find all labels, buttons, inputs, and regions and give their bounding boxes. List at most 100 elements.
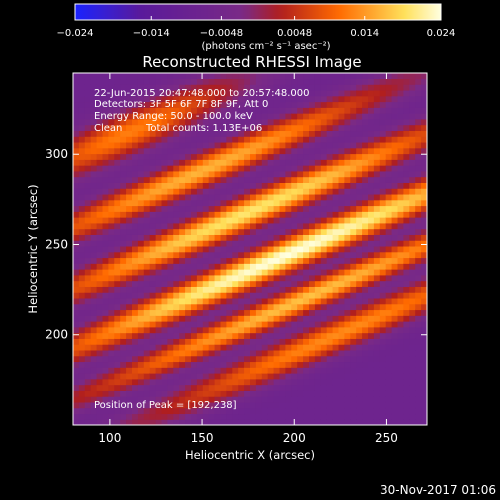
heatmap-cell (368, 222, 375, 230)
heatmap-cell (179, 286, 186, 293)
y-tick-label: 200 (45, 328, 68, 342)
heatmap-cell (397, 211, 404, 218)
heatmap-cell (167, 159, 174, 166)
heatmap-cell (391, 153, 399, 160)
heatmap-cell (385, 361, 393, 368)
heatmap-cell (385, 367, 393, 374)
heatmap-cell (326, 199, 334, 207)
heatmap-cell (120, 130, 127, 137)
heatmap-cell (297, 205, 304, 212)
heatmap-cell (202, 159, 210, 166)
heatmap-cell (314, 118, 322, 126)
heatmap-cell (320, 240, 328, 247)
heatmap-cell (120, 309, 127, 316)
heatmap-cell (161, 188, 168, 195)
heatmap-cell (297, 182, 304, 189)
heatmap-cell (409, 176, 416, 183)
heatmap-cell (261, 257, 269, 264)
heatmap-cell (226, 222, 233, 230)
heatmap-cell (78, 118, 86, 126)
heatmap-cell (244, 130, 251, 137)
heatmap-cell (356, 165, 363, 172)
heatmap-cell (185, 274, 192, 282)
heatmap-cell (143, 73, 151, 80)
heatmap-cell (368, 413, 375, 420)
heatmap-cell (356, 130, 363, 137)
heatmap-cell (232, 130, 239, 137)
heatmap-cell (149, 193, 157, 201)
heatmap-cell (385, 309, 393, 316)
heatmap-cell (291, 130, 298, 137)
heatmap-cell (232, 141, 239, 149)
heatmap-cell (185, 361, 192, 368)
heatmap-cell (356, 286, 363, 293)
heatmap-cell (362, 349, 369, 357)
heatmap-cell (421, 141, 427, 149)
heatmap-cell (356, 205, 363, 212)
heatmap-cell (191, 124, 198, 132)
heatmap-cell (114, 130, 121, 137)
heatmap-cell (126, 124, 133, 132)
heatmap-cell (137, 113, 145, 120)
heatmap-cell (391, 292, 399, 299)
heatmap-cell (261, 153, 269, 160)
heatmap-cell (273, 136, 281, 143)
heatmap-cell (196, 344, 204, 351)
heatmap-cell (202, 188, 210, 195)
heatmap-cell (362, 240, 369, 247)
heatmap-cell (326, 107, 334, 114)
heatmap-cell (297, 170, 304, 178)
heatmap-cell (179, 176, 186, 183)
heatmap-cell (96, 384, 104, 391)
heatmap-cell (421, 205, 427, 212)
heatmap-cell (391, 355, 399, 363)
heatmap-cell (320, 269, 328, 276)
heatmap-cell (427, 229, 434, 235)
heatmap-cell (102, 344, 109, 351)
heatmap-cell (338, 361, 345, 368)
heatmap-cell (114, 390, 121, 397)
heatmap-cell (291, 107, 298, 114)
heatmap-cell (78, 367, 86, 374)
heatmap-cell (179, 419, 186, 425)
heatmap-cell (379, 165, 387, 172)
heatmap-cell (78, 240, 86, 247)
heatmap-cell (114, 413, 121, 420)
heatmap-cell (73, 136, 80, 143)
heatmap-cell (350, 361, 357, 368)
heatmap-cell (149, 338, 157, 345)
heatmap-cell (214, 407, 222, 415)
heatmap-cell (90, 199, 98, 207)
heatmap-cell (397, 78, 404, 85)
heatmap-cell (185, 384, 192, 391)
heatmap-cell (208, 101, 216, 108)
heatmap-cell (356, 269, 363, 276)
heatmap-cell (368, 199, 375, 207)
heatmap-cell (96, 211, 104, 218)
heatmap-cell (421, 373, 427, 380)
heatmap-cell (137, 217, 145, 224)
heatmap-cell (279, 165, 286, 172)
heatmap-cell (96, 217, 104, 224)
heatmap-cell (285, 361, 292, 368)
heatmap-cell (250, 78, 257, 85)
heatmap-cell (285, 274, 292, 282)
heatmap-cell (427, 413, 434, 419)
heatmap-cell (226, 147, 233, 155)
heatmap-cell (397, 89, 404, 97)
heatmap-cell (167, 153, 174, 160)
heatmap-cell (155, 159, 163, 166)
heatmap-cell (238, 361, 245, 368)
heatmap-cell (220, 211, 227, 218)
heatmap-cell (297, 297, 304, 305)
heatmap-cell (261, 367, 269, 374)
heatmap-cell (185, 263, 192, 270)
heatmap-cell (427, 96, 434, 102)
heatmap-cell (114, 315, 121, 322)
heatmap-cell (261, 113, 269, 120)
heatmap-cell (297, 136, 304, 143)
heatmap-cell (332, 274, 340, 282)
heatmap-cell (403, 141, 410, 149)
heatmap-cell (161, 95, 168, 103)
heatmap-cell (297, 165, 304, 172)
